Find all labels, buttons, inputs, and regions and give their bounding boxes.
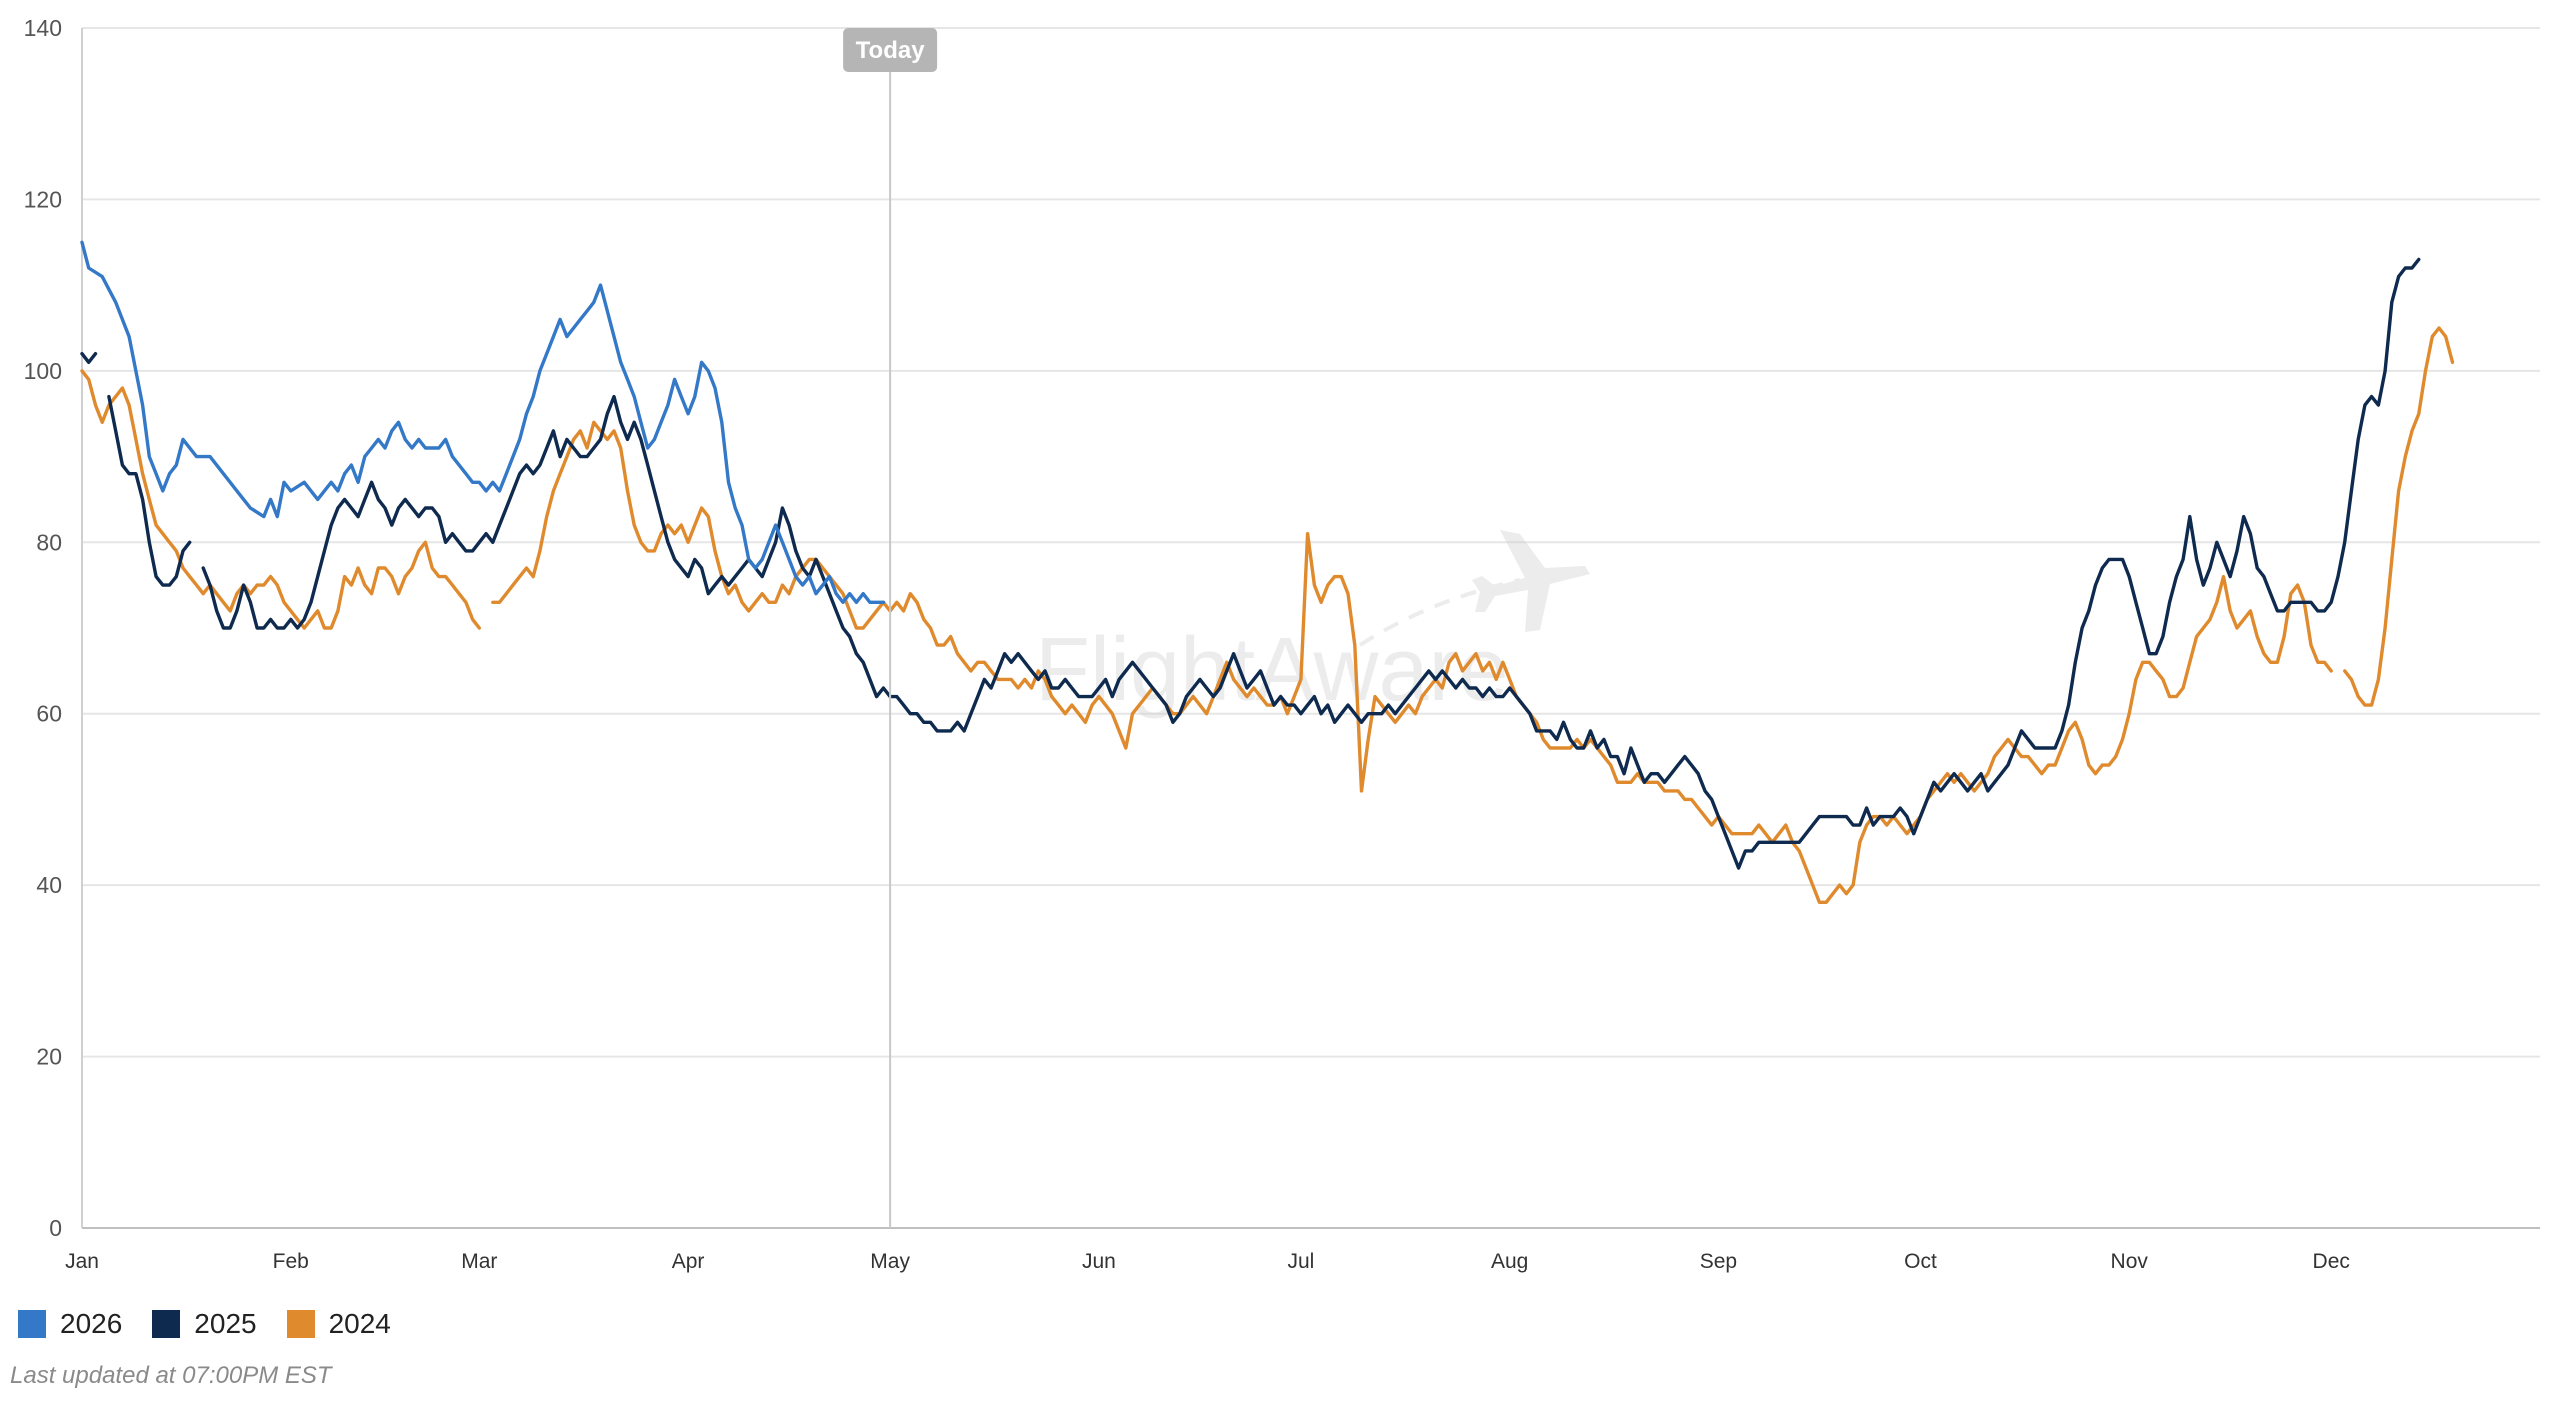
series-line-2026-0 <box>80 240 886 604</box>
today-badge <box>843 28 938 72</box>
series-lines <box>80 240 2455 904</box>
x-tick-label: Aug <box>1491 1250 1528 1273</box>
x-tick-label: Oct <box>1904 1250 1937 1273</box>
x-tick-label: Mar <box>461 1250 497 1273</box>
series-line-2025-0 <box>80 352 98 364</box>
y-tick-label: 140 <box>24 15 62 41</box>
legend-swatch-2024 <box>286 1310 315 1338</box>
x-tick-label: May <box>870 1250 910 1273</box>
series-line-2024-2 <box>2343 326 2455 707</box>
series-line-2025-2 <box>201 257 2421 870</box>
y-tick-label: 20 <box>36 1044 62 1070</box>
x-tick-label: Nov <box>2111 1250 2149 1273</box>
legend-swatch-2026 <box>18 1310 46 1338</box>
legend-label-2026: 2026 <box>60 1308 123 1339</box>
x-tick-label: Dec <box>2313 1250 2350 1273</box>
series-line-2024-0 <box>80 369 481 630</box>
x-tick-label: Jan <box>65 1250 99 1273</box>
legend-item-2024[interactable]: 2024 <box>286 1308 391 1340</box>
x-tick-label: Apr <box>672 1250 705 1273</box>
legend-swatch-2025 <box>152 1310 181 1338</box>
x-tick-label: Sep <box>1700 1250 1737 1273</box>
today-label: Today <box>856 37 926 64</box>
y-tick-label: 80 <box>36 529 62 555</box>
last-updated-text: Last updated at 07:00PM EST <box>10 1362 332 1389</box>
legend-item-2025[interactable]: 2025 <box>152 1308 257 1340</box>
watermark-plane-icon <box>1358 530 1590 647</box>
legend-item-2026[interactable]: 2026 <box>18 1308 122 1340</box>
y-axis: 0 20 40 60 80 100 120 140 <box>24 15 62 1241</box>
x-tick-label: Jun <box>1082 1250 1116 1273</box>
x-axis: Jan Feb Mar Apr May Jun Jul Aug Sep Oct Nov Dec <box>65 1250 2350 1273</box>
series-line-2025-1 <box>107 394 192 587</box>
legend: 2026 2025 2024 <box>18 1308 391 1340</box>
y-tick-label: 100 <box>24 358 62 384</box>
y-tick-label: 120 <box>24 186 62 212</box>
x-tick-label: Jul <box>1287 1250 1314 1273</box>
y-tick-label: 40 <box>36 872 62 898</box>
x-tick-label: Feb <box>273 1250 309 1273</box>
y-tick-label: 0 <box>49 1215 62 1241</box>
legend-label-2024: 2024 <box>328 1308 391 1339</box>
today-marker: Today <box>843 28 938 1228</box>
series-line-2024-1 <box>491 420 2333 904</box>
y-tick-label: 60 <box>36 701 62 727</box>
legend-label-2025: 2025 <box>194 1308 257 1339</box>
